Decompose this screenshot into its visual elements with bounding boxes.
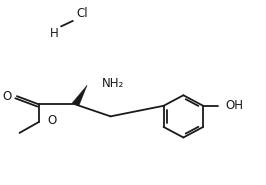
Text: NH₂: NH₂ — [101, 77, 124, 90]
Text: Cl: Cl — [76, 7, 88, 20]
Text: H: H — [50, 27, 59, 40]
Text: O: O — [2, 90, 11, 103]
Text: O: O — [47, 114, 57, 127]
Polygon shape — [72, 85, 87, 105]
Text: OH: OH — [225, 99, 243, 112]
